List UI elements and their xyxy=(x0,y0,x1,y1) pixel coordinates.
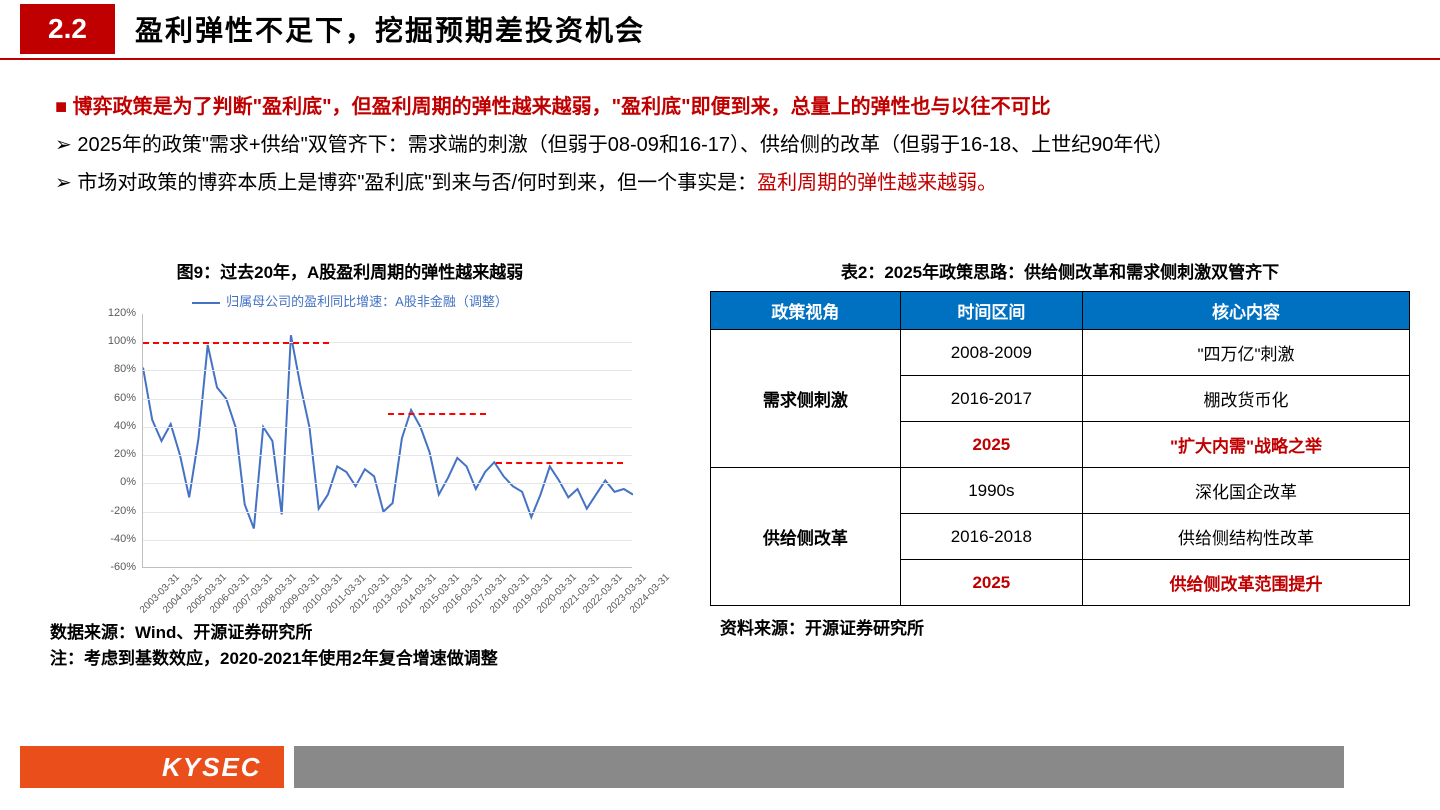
table-category: 供给侧改革 xyxy=(711,468,901,606)
bullet-3-text: 市场对政策的博弈本质上是博弈"盈利底"到来与否/何时到来，但一个事实是： xyxy=(77,172,757,194)
table-cell-content: 棚改货币化 xyxy=(1083,376,1410,422)
table-row: 供给侧改革1990s深化国企改革 xyxy=(711,468,1410,514)
reference-line xyxy=(388,413,486,415)
y-tick: 120% xyxy=(108,307,136,319)
y-tick: 80% xyxy=(114,363,136,375)
legend-line-icon xyxy=(192,302,220,304)
table-row: 需求侧刺激2008-2009"四万亿"刺激 xyxy=(711,330,1410,376)
gridline xyxy=(143,399,632,400)
chart-source-2: 注：考虑到基数效应，2020-2021年使用2年复合增速做调整 xyxy=(50,646,670,672)
chart-panel: 图9：过去20年，A股盈利周期的弹性越来越弱 归属母公司的盈利同比增速：A股非金… xyxy=(30,258,670,671)
brand-logo: KYSEC xyxy=(140,746,284,788)
y-tick: -20% xyxy=(110,505,136,517)
gridline xyxy=(143,512,632,513)
table-header: 政策视角 xyxy=(711,292,901,330)
y-tick: -60% xyxy=(110,561,136,573)
table-category: 需求侧刺激 xyxy=(711,330,901,468)
y-tick: 100% xyxy=(108,335,136,347)
gridline xyxy=(143,540,632,541)
y-tick: -40% xyxy=(110,533,136,545)
data-line xyxy=(143,335,633,528)
bullet-3-highlight: 盈利周期的弹性越来越弱。 xyxy=(757,172,997,194)
plot-area xyxy=(142,314,632,568)
y-tick: 0% xyxy=(120,476,136,488)
table-source: 资料来源：开源证券研究所 xyxy=(710,614,1410,639)
reference-line xyxy=(496,462,623,464)
table-panel: 表2：2025年政策思路：供给侧改革和需求侧刺激双管齐下 政策视角时间区间核心内… xyxy=(710,258,1410,639)
table-cell-content: 供给侧改革范围提升 xyxy=(1083,560,1410,606)
table-cell-period: 2016-2017 xyxy=(900,376,1082,422)
y-axis: 120%100%80%60%40%20%0%-20%-40%-60% xyxy=(100,314,142,568)
chart-area: 120%100%80%60%40%20%0%-20%-40%-60% 2003-… xyxy=(100,314,660,614)
table-title: 表2：2025年政策思路：供给侧改革和需求侧刺激双管齐下 xyxy=(710,258,1410,283)
table-cell-period: 2025 xyxy=(900,422,1082,468)
table-cell-content: 深化国企改革 xyxy=(1083,468,1410,514)
table-cell-content: "四万亿"刺激 xyxy=(1083,330,1410,376)
table-cell-period: 2016-2018 xyxy=(900,514,1082,560)
x-axis: 2003-03-312004-03-312005-03-312006-03-31… xyxy=(142,572,632,632)
table-cell-content: 供给侧结构性改革 xyxy=(1083,514,1410,560)
legend-label: 归属母公司的盈利同比增速：A股非金融（调整） xyxy=(226,294,508,309)
slide-header: 2.2 盈利弹性不足下，挖掘预期差投资机会 xyxy=(0,0,1440,60)
gridline xyxy=(143,483,632,484)
slide-title: 盈利弹性不足下，挖掘预期差投资机会 xyxy=(135,9,645,49)
y-tick: 40% xyxy=(114,420,136,432)
bullet-list: 博弈政策是为了判断"盈利底"，但盈利周期的弹性越来越弱，"盈利底"即便到来，总量… xyxy=(55,88,1385,202)
bullet-3: 市场对政策的博弈本质上是博弈"盈利底"到来与否/何时到来，但一个事实是：盈利周期… xyxy=(55,164,1385,202)
gridline xyxy=(143,427,632,428)
y-tick: 60% xyxy=(114,392,136,404)
table-cell-period: 2025 xyxy=(900,560,1082,606)
chart-title: 图9：过去20年，A股盈利周期的弹性越来越弱 xyxy=(30,258,670,283)
bullet-1: 博弈政策是为了判断"盈利底"，但盈利周期的弹性越来越弱，"盈利底"即便到来，总量… xyxy=(55,88,1385,126)
table-cell-period: 2008-2009 xyxy=(900,330,1082,376)
bullet-2: 2025年的政策"需求+供给"双管齐下：需求端的刺激（但弱于08-09和16-1… xyxy=(55,126,1385,164)
footer-accent xyxy=(20,746,140,788)
gridline xyxy=(143,455,632,456)
footer: KYSEC xyxy=(20,746,1344,788)
table-header: 核心内容 xyxy=(1083,292,1410,330)
table-header: 时间区间 xyxy=(900,292,1082,330)
table-cell-content: "扩大内需"战略之举 xyxy=(1083,422,1410,468)
footer-bar xyxy=(294,746,1344,788)
reference-line xyxy=(143,342,329,344)
section-number: 2.2 xyxy=(20,4,115,54)
content-row: 图9：过去20年，A股盈利周期的弹性越来越弱 归属母公司的盈利同比增速：A股非金… xyxy=(0,258,1440,671)
y-tick: 20% xyxy=(114,448,136,460)
table-cell-period: 1990s xyxy=(900,468,1082,514)
gridline xyxy=(143,370,632,371)
line-series xyxy=(143,314,633,568)
policy-table: 政策视角时间区间核心内容需求侧刺激2008-2009"四万亿"刺激2016-20… xyxy=(710,291,1410,606)
